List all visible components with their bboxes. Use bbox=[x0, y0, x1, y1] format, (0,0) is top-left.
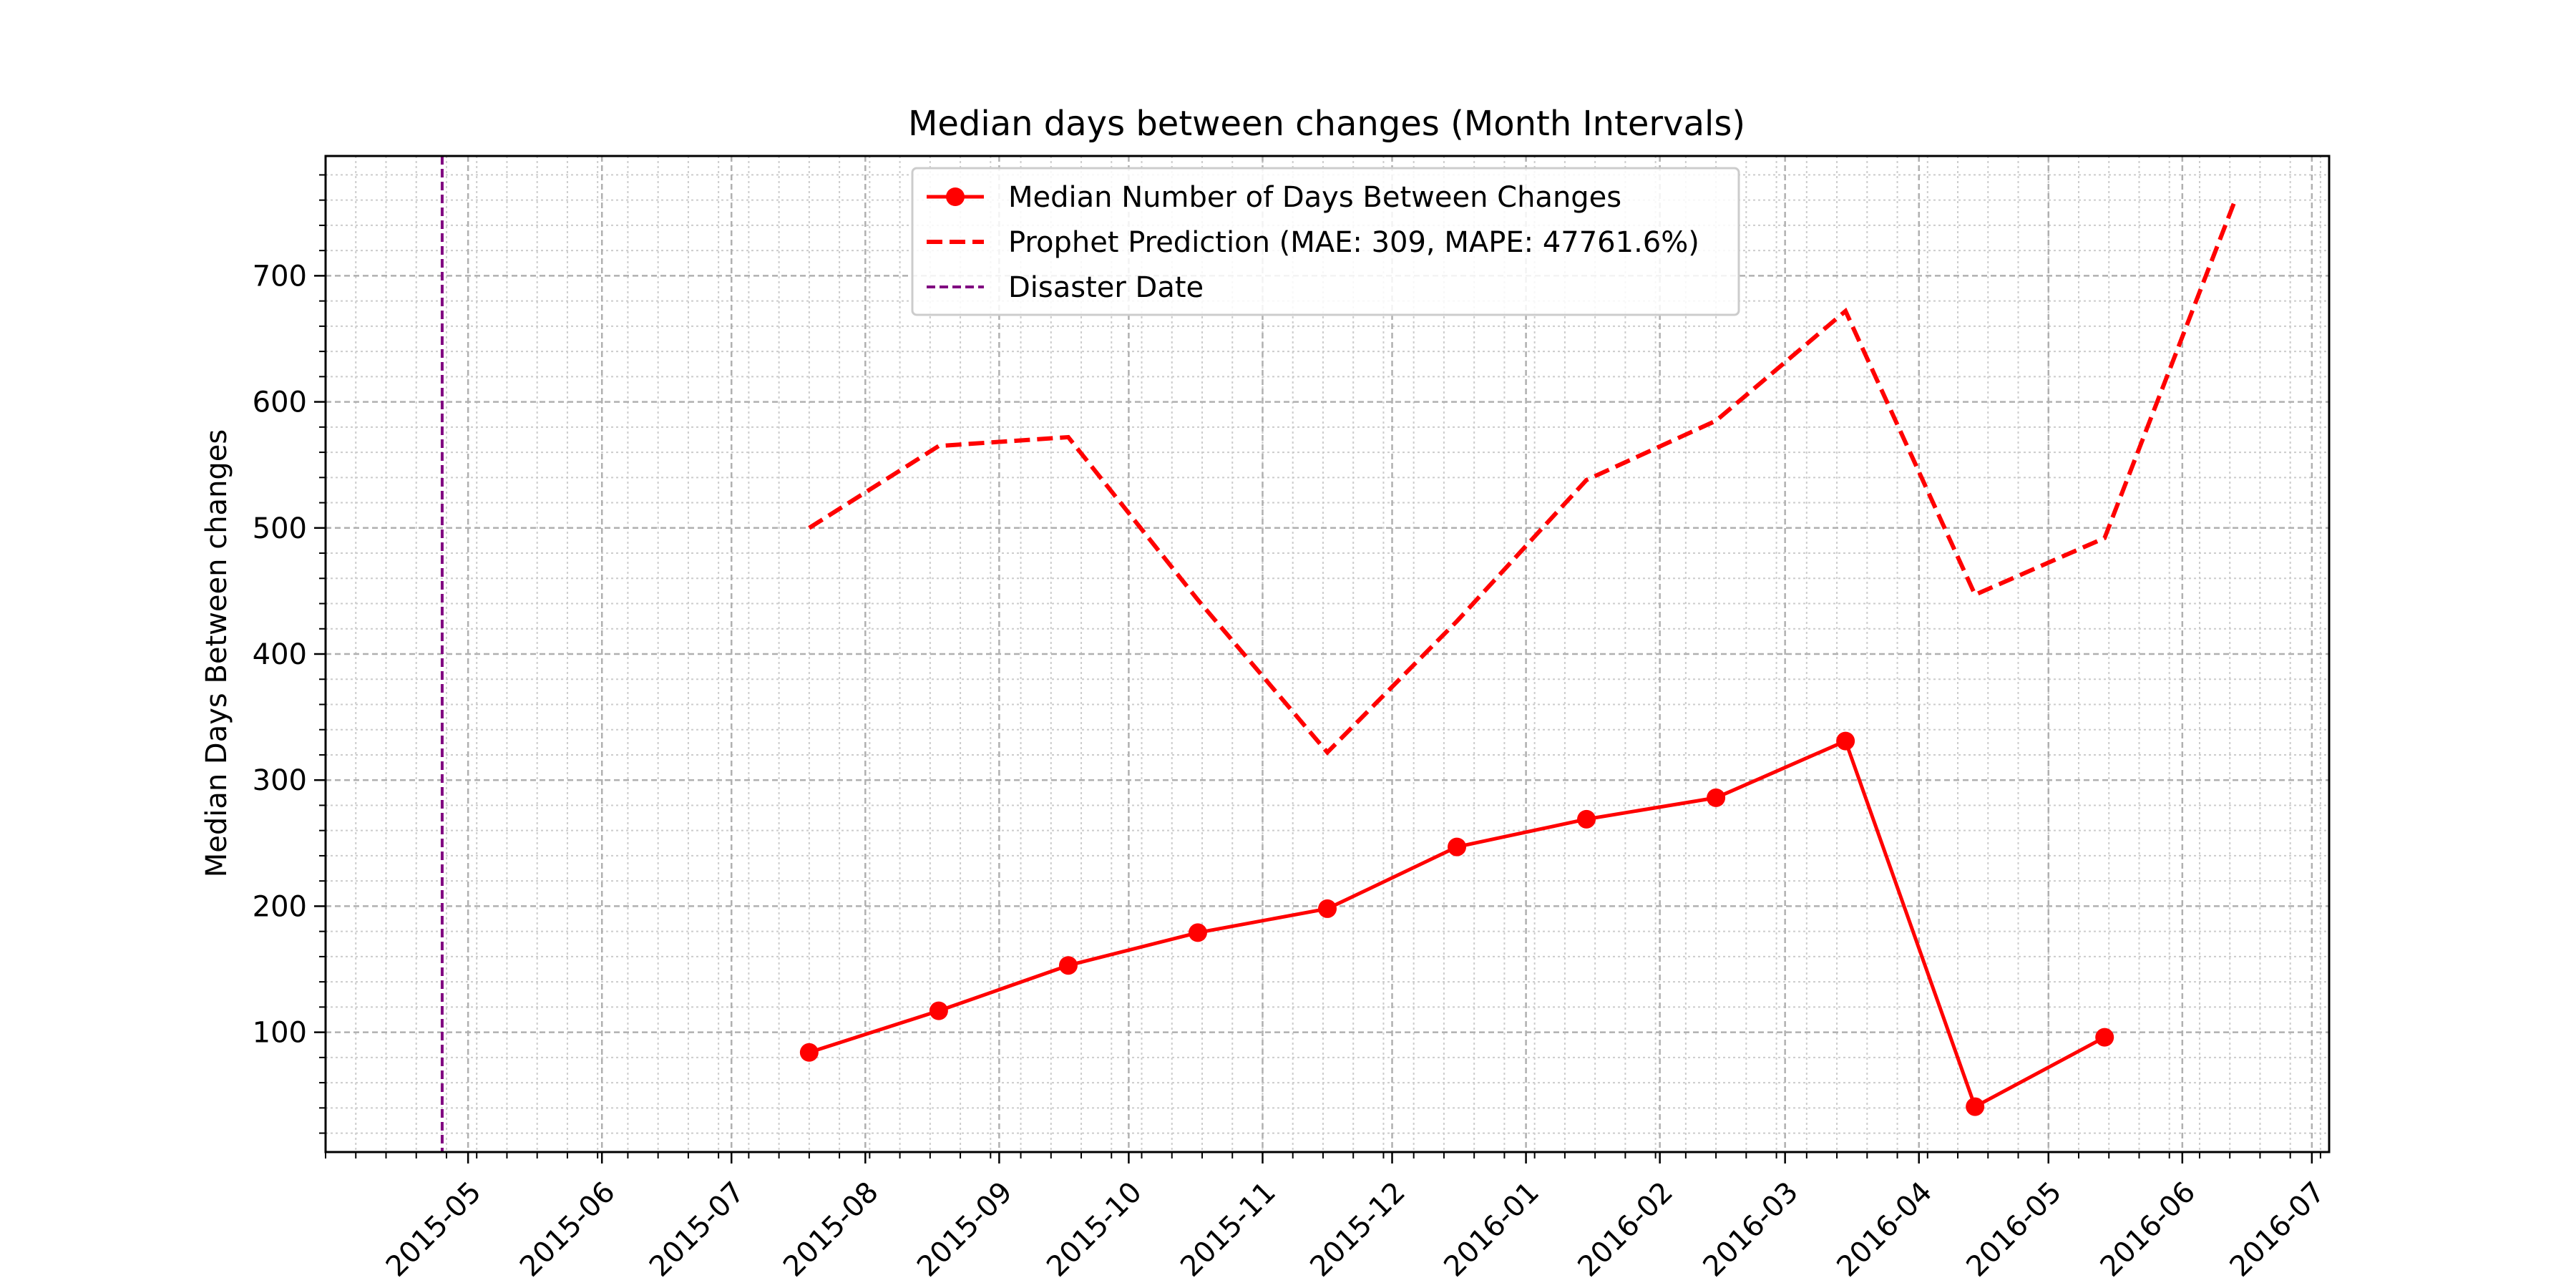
legend-label: Disaster Date bbox=[1008, 271, 1204, 304]
legend-label: Median Number of Days Between Changes bbox=[1008, 181, 1621, 214]
median-days-point bbox=[1577, 809, 1596, 829]
legend-swatch-marker bbox=[946, 187, 965, 206]
legend-box bbox=[911, 167, 1740, 316]
median-days-point bbox=[1318, 899, 1337, 918]
median-days-point bbox=[1836, 731, 1855, 751]
y-tick-label: 600 bbox=[253, 386, 307, 419]
legend-item-prophet-prediction: Prophet Prediction (MAE: 309, MAPE: 4776… bbox=[927, 226, 1699, 259]
legend-label: Prophet Prediction (MAE: 309, MAPE: 4776… bbox=[1008, 226, 1699, 259]
y-axis-label: Median Days Between changes bbox=[200, 429, 233, 878]
median-days-point bbox=[2095, 1028, 2114, 1047]
median-days-point bbox=[929, 1001, 948, 1020]
y-tick-label: 200 bbox=[253, 890, 307, 923]
legend-item-disaster-date: Disaster Date bbox=[927, 271, 1204, 304]
y-tick-label: 300 bbox=[253, 764, 307, 797]
chart-title: Median days between changes (Month Inter… bbox=[908, 104, 1745, 144]
median-days-point bbox=[1448, 837, 1467, 857]
median-days-point bbox=[1188, 923, 1207, 942]
legend-item-median-days: Median Number of Days Between Changes bbox=[927, 181, 1621, 214]
legend: Median Number of Days Between Changes Pro… bbox=[911, 167, 1740, 316]
median-days-point bbox=[799, 1043, 819, 1062]
y-tick-label: 100 bbox=[253, 1017, 307, 1050]
y-tick-label: 500 bbox=[253, 512, 307, 545]
median-days-point bbox=[1707, 788, 1726, 807]
prophet-prediction-line bbox=[808, 202, 2237, 756]
median-days-point bbox=[1966, 1097, 1985, 1116]
median-days-point bbox=[1058, 956, 1078, 975]
y-tick-label: 400 bbox=[253, 638, 307, 671]
y-tick-label: 700 bbox=[253, 260, 307, 293]
